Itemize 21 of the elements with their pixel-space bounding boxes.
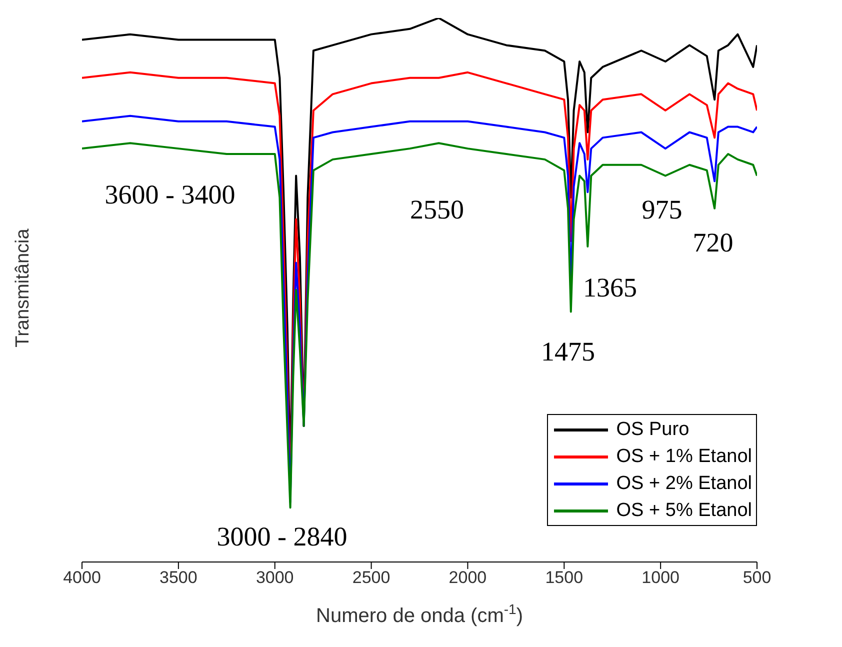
- x-tick-label: 1000: [642, 568, 680, 588]
- x-tick-label: 3500: [160, 568, 198, 588]
- annotation: 720: [692, 228, 734, 258]
- x-tick-label: 3000: [256, 568, 294, 588]
- legend-label: OS Puro: [616, 418, 690, 442]
- annotation: 3600 - 3400: [104, 180, 236, 210]
- y-axis-title: Transmitância: [12, 228, 34, 348]
- x-tick-label: 2000: [448, 568, 487, 588]
- x-axis-title: Numero de onda (cm$^{-1}$): [316, 601, 523, 627]
- annotation: 1365: [583, 272, 637, 304]
- x-tick-label: 500: [742, 568, 772, 588]
- annotation: 3000 - 2840: [216, 522, 348, 552]
- x-tick-label: 1500: [545, 568, 584, 588]
- legend-label: OS + 1% Etanol: [616, 445, 752, 469]
- x-tick-label: 4000: [63, 568, 101, 588]
- legend-label: OS + 2% Etanol: [616, 472, 752, 496]
- legend-label: OS + 5% Etanol: [616, 499, 752, 523]
- annotation: 975: [642, 194, 682, 226]
- annotation: 1475: [541, 336, 595, 368]
- annotation: 2550: [410, 194, 464, 226]
- x-tick-label: 2500: [352, 568, 390, 588]
